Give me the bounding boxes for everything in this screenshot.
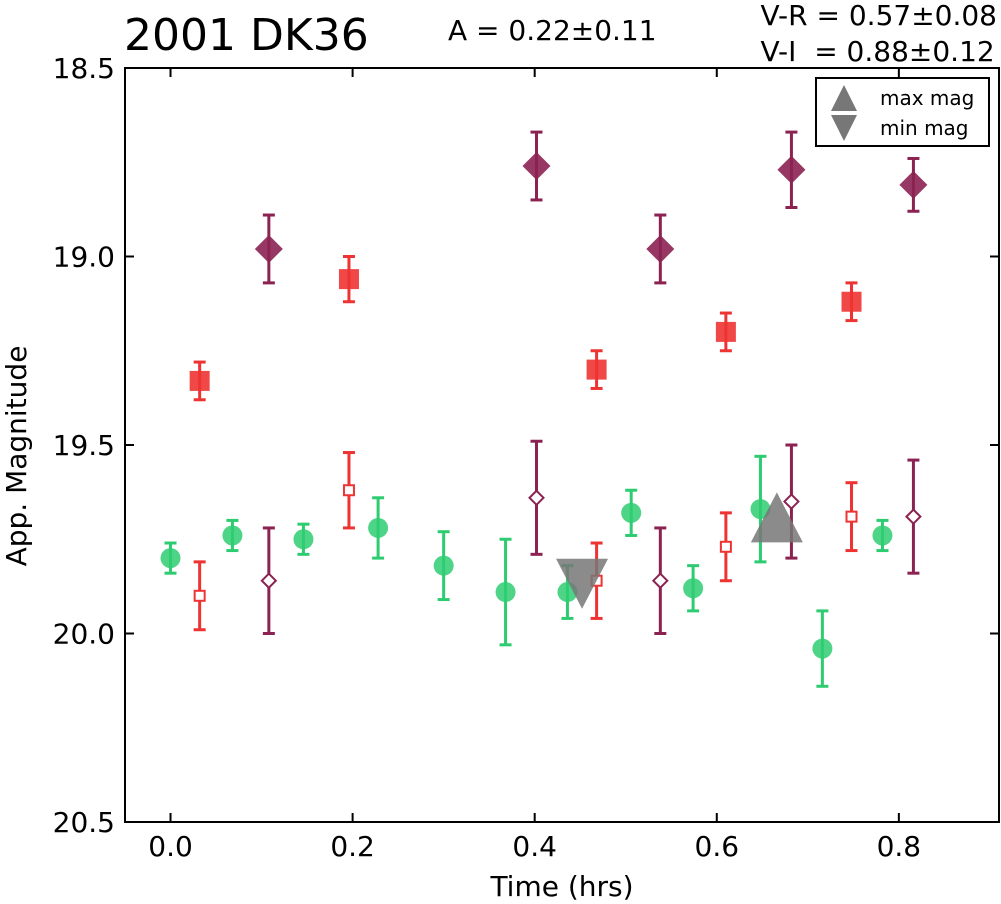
open-square-marker xyxy=(342,484,355,497)
diamond-marker xyxy=(522,152,551,181)
plot-frame xyxy=(124,67,1000,823)
circle-marker xyxy=(621,502,642,523)
circle-marker xyxy=(872,525,893,546)
legend-min-mag-label: min mag xyxy=(880,116,969,140)
legend-max-mag-label: max mag xyxy=(880,86,974,110)
x-axis-label: Time (hrs) xyxy=(489,870,633,903)
circle-marker xyxy=(812,638,833,659)
y-tick-label: 18.5 xyxy=(53,52,115,85)
legend: max mag min mag xyxy=(815,77,990,147)
square-marker xyxy=(189,370,210,391)
circle-marker xyxy=(683,578,704,599)
chart-title: 2001 DK36 xyxy=(124,10,369,61)
open-diamond-marker xyxy=(905,508,922,526)
x-tick-label: 0.2 xyxy=(330,830,375,863)
open-diamond-marker xyxy=(528,489,545,507)
circle-marker xyxy=(368,517,389,538)
legend-max-mag-marker xyxy=(831,85,857,111)
axis-ticks: 0.0 0.2 0.4 0.6 0.8 18.5 19.0 19.5 20.0 20.5 xyxy=(53,52,999,863)
circle-marker xyxy=(222,525,243,546)
circle-marker xyxy=(160,548,181,569)
color-vi-label: V-I = 0.88±0.12 xyxy=(760,35,995,68)
diamond-marker xyxy=(646,234,675,263)
open-diamond-marker xyxy=(783,493,800,510)
amplitude-label: A = 0.22±0.11 xyxy=(448,14,657,47)
y-tick-label: 20.5 xyxy=(53,806,115,839)
min-mag-marker xyxy=(556,558,609,609)
open-diamond-marker xyxy=(260,572,278,590)
open-square-marker xyxy=(193,589,206,602)
open-square-marker xyxy=(719,540,732,553)
color-vr-label: V-R = 0.57±0.08 xyxy=(760,0,997,32)
legend-min-mag-marker xyxy=(831,115,857,141)
y-tick-label: 20.0 xyxy=(53,618,115,651)
data-marks xyxy=(160,130,928,688)
y-axis-label: App. Magnitude xyxy=(0,346,33,567)
circle-marker xyxy=(750,499,771,520)
open-diamond-marker xyxy=(651,572,669,590)
diamond-marker xyxy=(777,155,806,184)
color-indices: V-R = 0.57±0.08 V-I = 0.88±0.12 xyxy=(761,0,997,70)
square-marker xyxy=(586,359,607,380)
circle-marker xyxy=(293,529,314,550)
circle-marker xyxy=(495,582,516,603)
open-square-marker xyxy=(845,510,858,523)
max-mag-marker xyxy=(750,492,803,543)
diamond-marker xyxy=(899,170,928,199)
diamond-marker xyxy=(254,234,283,263)
y-tick-label: 19.0 xyxy=(53,241,115,274)
square-marker xyxy=(841,291,862,312)
circle-marker xyxy=(433,555,454,576)
square-marker xyxy=(338,269,359,290)
x-tick-label: 0.0 xyxy=(148,830,193,863)
x-tick-label: 0.8 xyxy=(877,830,922,863)
x-tick-label: 0.6 xyxy=(695,830,740,863)
x-tick-label: 0.4 xyxy=(512,830,557,863)
y-tick-label: 19.5 xyxy=(53,429,115,462)
square-marker xyxy=(715,321,736,342)
